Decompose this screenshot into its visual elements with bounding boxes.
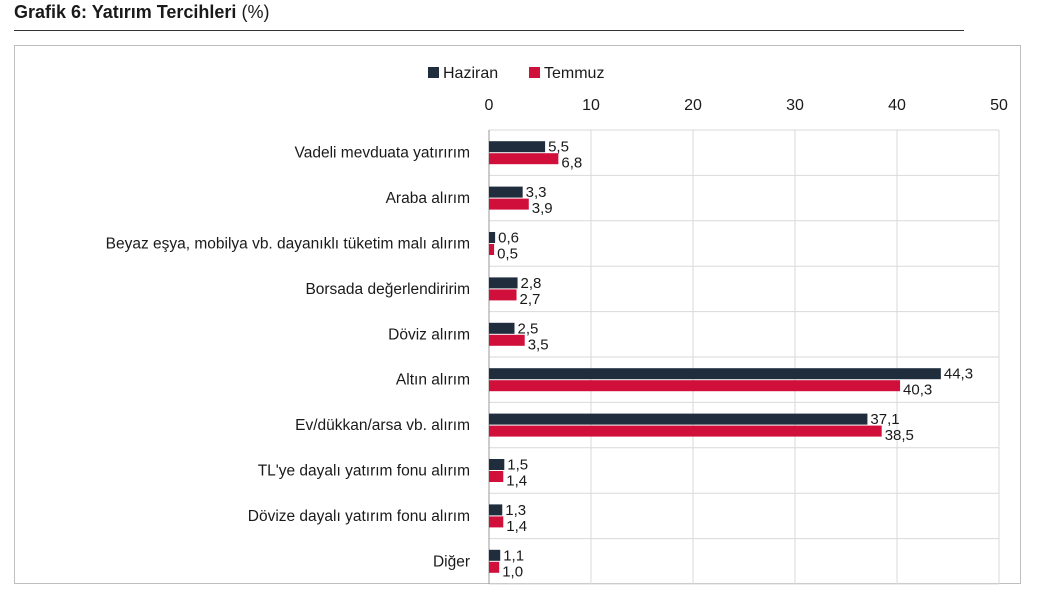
category-label: Borsada değerlendiririm bbox=[305, 281, 470, 298]
bar-temmuz bbox=[489, 289, 517, 301]
bar-temmuz bbox=[489, 334, 525, 346]
value-label-temmuz: 6,8 bbox=[561, 155, 582, 172]
bar-temmuz bbox=[489, 380, 901, 392]
value-label-temmuz: 1,4 bbox=[506, 473, 527, 490]
value-label-temmuz: 3,5 bbox=[528, 336, 549, 353]
x-tick-label: 20 bbox=[684, 97, 702, 114]
legend-swatch-temmuz bbox=[529, 67, 540, 78]
bar-haziran bbox=[489, 322, 515, 334]
category-label: Vadeli mevduata yatırırım bbox=[295, 145, 470, 162]
value-label-haziran: 2,8 bbox=[521, 275, 542, 292]
value-label-haziran: 5,5 bbox=[548, 139, 569, 156]
value-label-temmuz: 0,5 bbox=[497, 246, 518, 263]
category-label: TL'ye dayalı yatırım fonu alırım bbox=[258, 463, 470, 480]
value-labels: 5,56,8 3,33,9 0,60,52,82,7 2,53,5 44,3 40,337… bbox=[497, 139, 973, 581]
bar-haziran bbox=[489, 413, 868, 425]
grid-lines bbox=[488, 129, 1000, 585]
bar-temmuz bbox=[489, 198, 529, 210]
value-label-temmuz: 1,0 bbox=[502, 563, 523, 580]
bar-haziran bbox=[489, 232, 496, 243]
bar-temmuz bbox=[489, 561, 500, 573]
value-label-haziran: 1,1 bbox=[503, 547, 524, 564]
bar-temmuz bbox=[489, 516, 504, 528]
bar-haziran bbox=[489, 368, 941, 380]
chart-title-text: Grafik 6: Yatırım Tercihleri bbox=[14, 2, 237, 22]
x-axis-ticks: 0 10 20 30 40 50 bbox=[485, 97, 1008, 114]
bars bbox=[489, 141, 941, 573]
category-label: Diğer bbox=[433, 553, 470, 570]
legend-swatch-haziran bbox=[428, 67, 439, 78]
value-label-haziran: 2,5 bbox=[518, 320, 539, 337]
legend-label-haziran: Haziran bbox=[443, 65, 498, 82]
value-label-haziran: 37,1 bbox=[870, 411, 899, 428]
chart-title: Grafik 6: Yatırım Tercihleri (%) bbox=[14, 2, 269, 23]
bar-haziran bbox=[489, 186, 523, 198]
bar-haziran bbox=[489, 277, 518, 289]
bar-temmuz bbox=[489, 471, 504, 482]
value-label-haziran: 3,3 bbox=[526, 184, 547, 201]
bar-temmuz bbox=[489, 153, 559, 165]
category-label: Ev/dükkan/arsa vb. alırım bbox=[295, 417, 470, 434]
chart-title-unit: (%) bbox=[241, 2, 270, 22]
bar-haziran bbox=[489, 504, 503, 516]
category-label: Beyaz eşya, mobilya vb. dayanıklı tüketi… bbox=[106, 236, 470, 253]
bar-haziran bbox=[489, 459, 505, 470]
bar-temmuz bbox=[489, 244, 495, 255]
x-tick-label: 30 bbox=[786, 97, 804, 114]
category-label: Araba alırım bbox=[386, 190, 470, 207]
x-tick-label: 40 bbox=[888, 97, 906, 114]
value-label-haziran: 1,3 bbox=[505, 502, 526, 519]
value-label-temmuz: 3,9 bbox=[532, 200, 553, 217]
value-label-temmuz: 1,4 bbox=[506, 518, 527, 535]
value-label-temmuz: 38,5 bbox=[885, 427, 914, 444]
category-label: Altın alırım bbox=[396, 372, 470, 389]
category-labels: Vadeli mevduata yatırırım Araba alırım Bey… bbox=[106, 145, 470, 571]
legend: Haziran Temmuz bbox=[428, 65, 604, 82]
bar-haziran bbox=[489, 141, 546, 153]
category-label: Dövize dayalı yatırım fonu alırım bbox=[248, 508, 470, 525]
value-label-temmuz: 2,7 bbox=[520, 291, 541, 308]
x-tick-label: 10 bbox=[582, 97, 600, 114]
x-tick-label: 0 bbox=[485, 97, 494, 114]
title-divider bbox=[14, 30, 964, 31]
legend-label-temmuz: Temmuz bbox=[544, 65, 604, 82]
x-tick-label: 50 bbox=[990, 97, 1008, 114]
value-label-haziran: 44,3 bbox=[944, 366, 973, 383]
bar-haziran bbox=[489, 549, 501, 561]
value-label-temmuz: 40,3 bbox=[903, 382, 932, 399]
value-label-haziran: 0,6 bbox=[498, 230, 519, 247]
category-label: Döviz alırım bbox=[388, 326, 470, 343]
value-label-haziran: 1,5 bbox=[507, 457, 528, 474]
bar-temmuz bbox=[489, 425, 882, 437]
